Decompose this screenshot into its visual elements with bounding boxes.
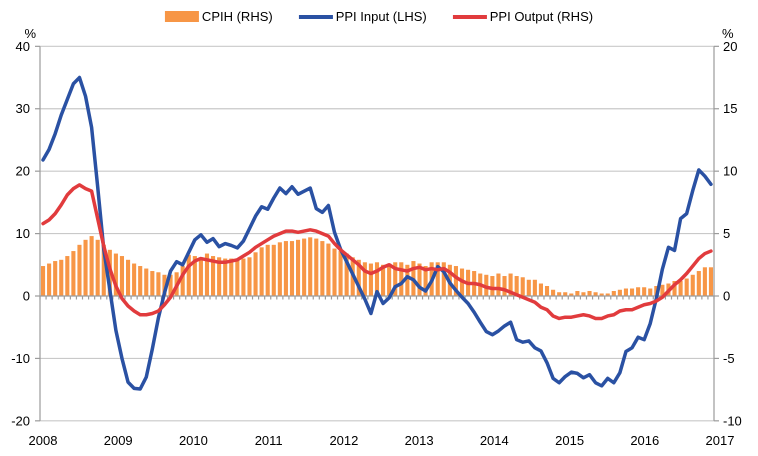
legend-item-ppi-output: PPI Output (RHS) xyxy=(452,9,594,24)
svg-text:10: 10 xyxy=(16,226,30,241)
chart-legend: CPIH (RHS) PPI Input (LHS) PPI Output (R… xyxy=(164,9,594,24)
legend-item-ppi-input: PPI Input (LHS) xyxy=(298,9,427,24)
svg-text:5: 5 xyxy=(723,226,730,241)
svg-text:2017: 2017 xyxy=(706,433,735,448)
svg-text:10: 10 xyxy=(723,164,737,179)
svg-text:2011: 2011 xyxy=(255,433,283,448)
cpih-bars xyxy=(40,236,714,296)
svg-text:%: % xyxy=(722,26,734,41)
svg-text:-10: -10 xyxy=(11,351,30,366)
svg-text:40: 40 xyxy=(16,39,30,54)
ppi-input-lhs-line xyxy=(41,75,713,391)
ppi-output-rhs-line xyxy=(41,183,713,321)
svg-text:2008: 2008 xyxy=(29,433,58,448)
svg-text:2012: 2012 xyxy=(329,433,358,448)
svg-text:2014: 2014 xyxy=(480,433,509,448)
legend-label-ppi-output: PPI Output (RHS) xyxy=(489,9,594,24)
gridlines xyxy=(40,45,714,422)
svg-text:2016: 2016 xyxy=(630,433,659,448)
svg-text:15: 15 xyxy=(723,101,737,116)
x-axis-year-labels: 2008 2009 2010 2011 2012 2013 2014 2015 2016 2017 xyxy=(29,433,735,448)
ppi-output-swatch-icon xyxy=(452,14,487,19)
svg-text:20: 20 xyxy=(16,164,30,179)
svg-text:2015: 2015 xyxy=(555,433,584,448)
ppi-input-swatch-icon xyxy=(298,14,333,19)
svg-text:-5: -5 xyxy=(723,351,735,366)
svg-text:20: 20 xyxy=(723,39,737,54)
svg-text:-20: -20 xyxy=(11,413,30,428)
svg-text:0: 0 xyxy=(23,289,30,304)
svg-text:2009: 2009 xyxy=(104,433,133,448)
legend-item-cpih: CPIH (RHS) xyxy=(164,9,273,24)
svg-text:2013: 2013 xyxy=(405,433,434,448)
svg-text:0: 0 xyxy=(723,289,730,304)
svg-text:%: % xyxy=(24,26,36,41)
svg-text:30: 30 xyxy=(16,101,30,116)
left-axis-labels: %40 30 20 10 0 -10 -20 xyxy=(11,26,36,428)
legend-label-ppi-input: PPI Input (LHS) xyxy=(335,9,427,24)
value-axes xyxy=(35,45,719,422)
svg-text:-10: -10 xyxy=(723,413,742,428)
right-axis-labels: %20 15 10 5 0 -5 -10 xyxy=(722,26,742,428)
svg-text:2010: 2010 xyxy=(179,433,208,448)
legend-label-cpih: CPIH (RHS) xyxy=(201,9,273,24)
cpih-swatch-icon xyxy=(164,11,199,22)
